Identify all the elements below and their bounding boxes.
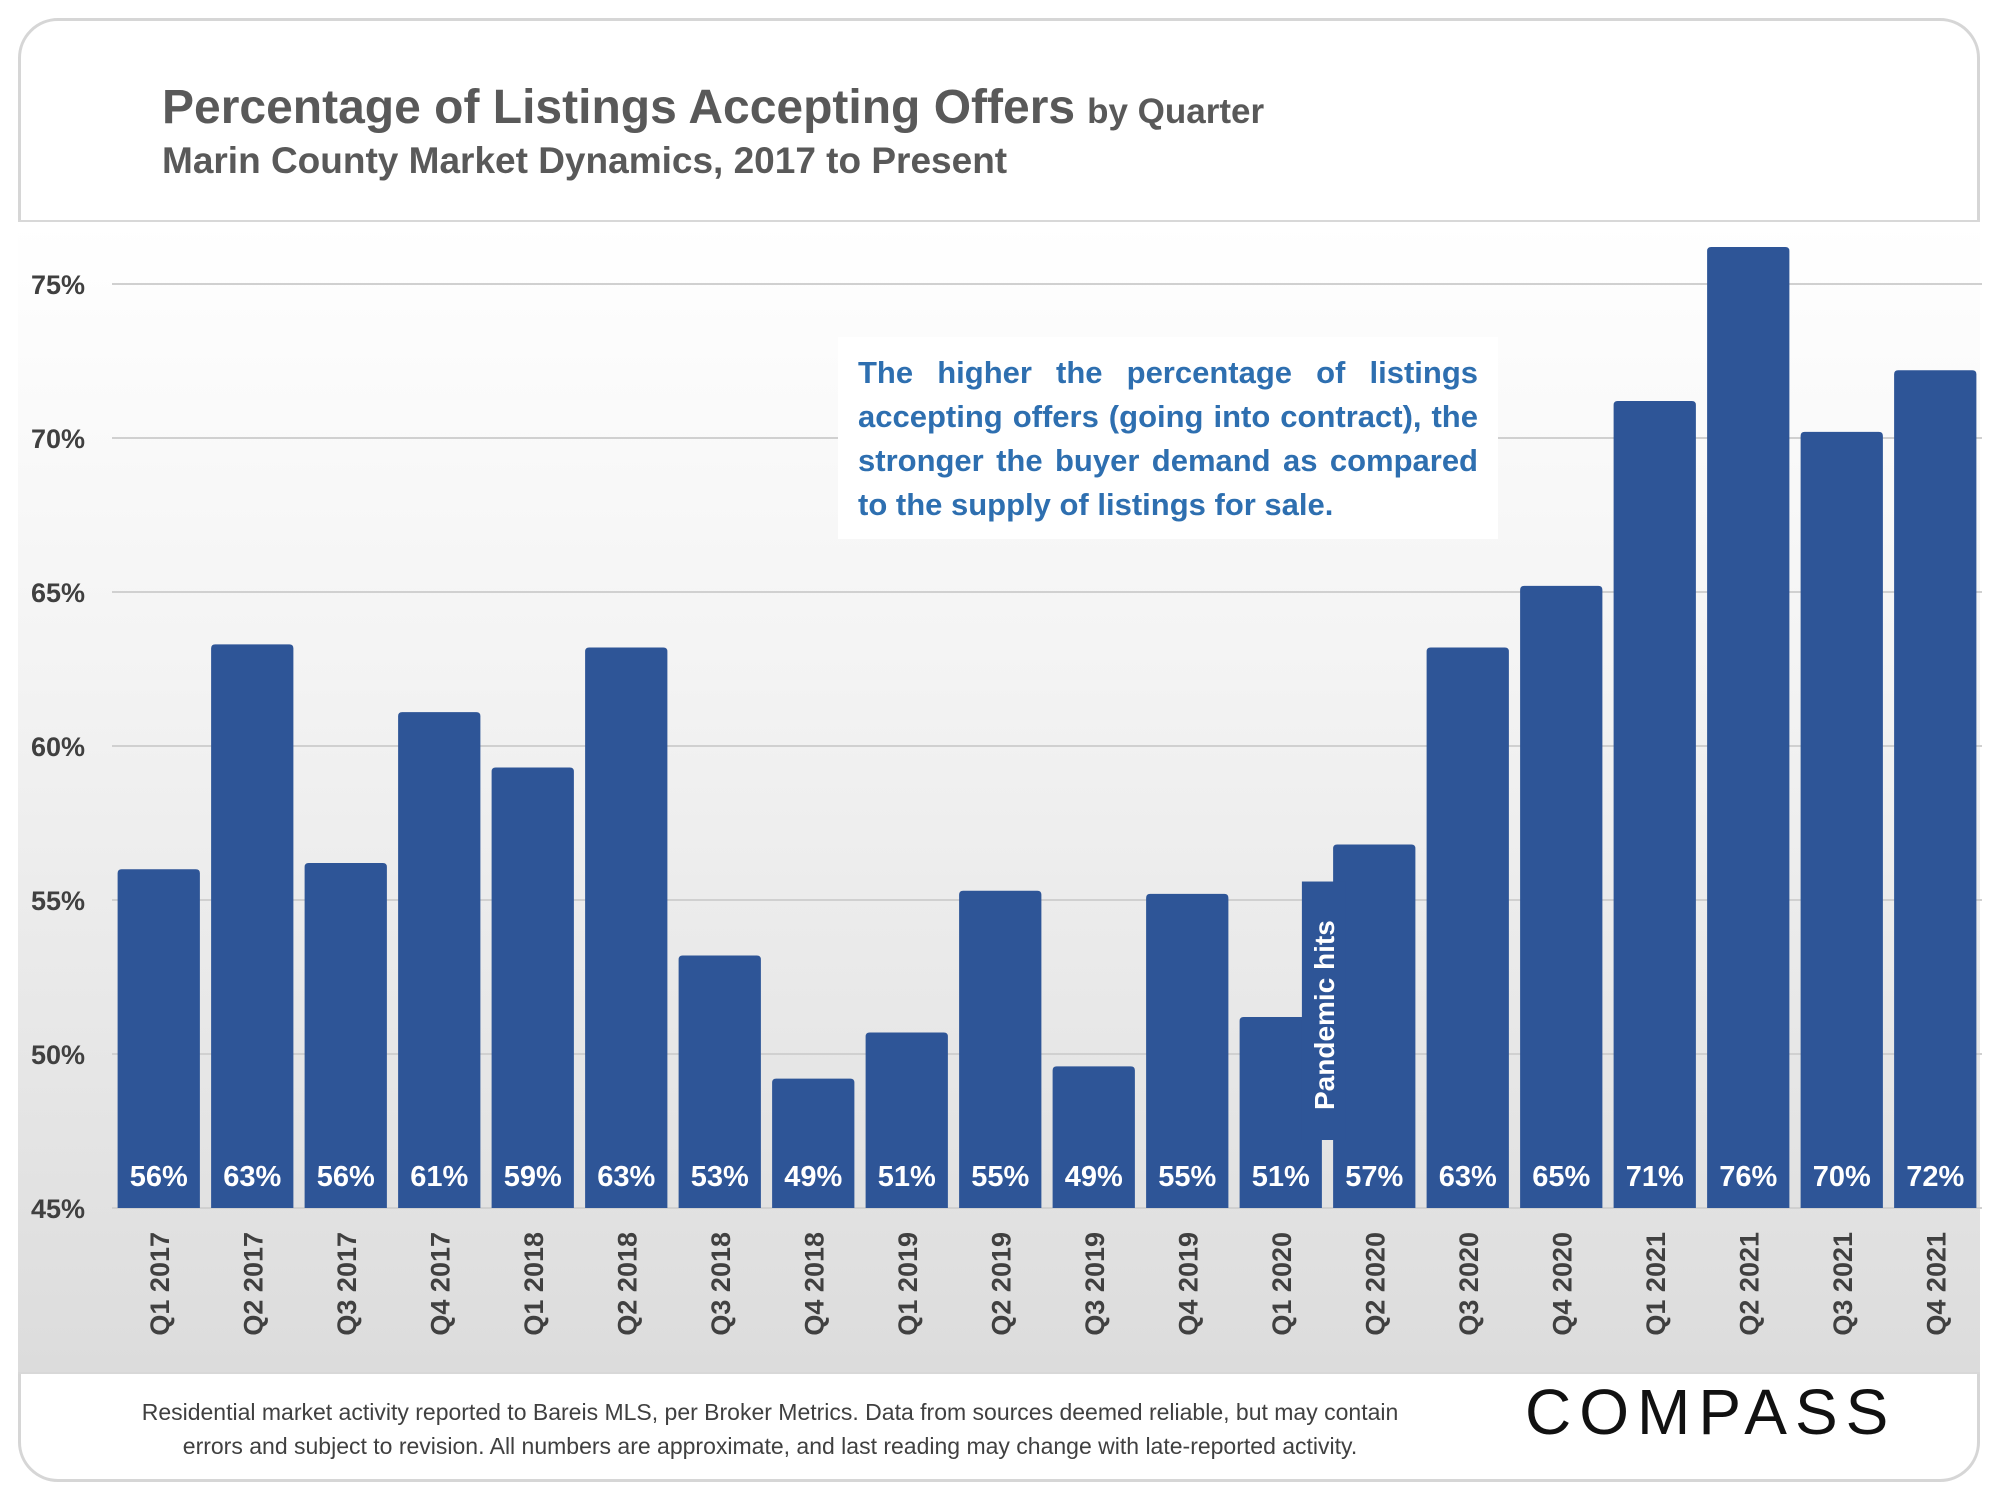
bar (1894, 370, 1977, 1208)
bar-value-label: 63% (1439, 1161, 1497, 1193)
y-tick-label: 60% (31, 732, 85, 762)
bar-value-label: 51% (1252, 1161, 1310, 1193)
bar (772, 1078, 855, 1208)
x-tick-label: Q4 2020 (1547, 1232, 1577, 1336)
bar-value-label: 57% (1345, 1161, 1403, 1193)
chart-title: Percentage of Listings Accepting Offers b… (162, 80, 1264, 135)
annotation-note: The higher the percentage of listings ac… (838, 337, 1498, 539)
x-tick-label: Q3 2020 (1454, 1232, 1484, 1336)
bar (398, 712, 481, 1208)
bar (1426, 647, 1509, 1208)
bar-value-label: 53% (691, 1161, 749, 1193)
footer-line-2: errors and subject to revision. All numb… (182, 1433, 1358, 1459)
bar (1239, 1017, 1322, 1208)
bar (1613, 401, 1696, 1208)
x-tick-label: Q4 2018 (799, 1232, 829, 1336)
y-tick-label: 75% (31, 270, 85, 300)
bar-value-label: 59% (504, 1161, 562, 1193)
bar-value-label: 56% (130, 1161, 188, 1193)
x-tick-label: Q1 2018 (519, 1232, 549, 1336)
x-tick-label: Q1 2020 (1267, 1232, 1297, 1336)
chart-title-main: Percentage of Listings Accepting Offers (162, 81, 1076, 134)
bar-value-label: 71% (1626, 1161, 1684, 1193)
bar-value-label: 61% (410, 1161, 468, 1193)
pandemic-marker (1301, 881, 1346, 1140)
bar (1333, 844, 1416, 1208)
y-tick-label: 50% (31, 1040, 85, 1070)
bar-value-label: 72% (1906, 1161, 1964, 1193)
bar (117, 869, 200, 1208)
bar-value-label: 70% (1813, 1161, 1871, 1193)
x-tick-label: Q4 2019 (1173, 1232, 1203, 1336)
bar (585, 647, 668, 1208)
x-tick-label: Q2 2019 (986, 1232, 1016, 1336)
bar-value-label: 55% (971, 1161, 1029, 1193)
bar (1707, 247, 1790, 1209)
chart-subtitle: Marin County Market Dynamics, 2017 to Pr… (162, 140, 1008, 181)
x-tick-label: Q1 2021 (1641, 1232, 1671, 1336)
x-tick-label: Q4 2017 (425, 1232, 455, 1336)
bar-value-label: 76% (1719, 1161, 1777, 1193)
bar (959, 890, 1042, 1208)
bar-value-label: 49% (1065, 1161, 1123, 1193)
y-tick-label: 45% (31, 1194, 85, 1224)
x-tick-label: Q4 2021 (1921, 1232, 1951, 1336)
x-tick-label: Q2 2017 (238, 1232, 268, 1336)
bar (304, 863, 387, 1208)
bar (1520, 585, 1603, 1208)
y-tick-label: 70% (31, 424, 85, 454)
x-tick-label: Q3 2021 (1828, 1232, 1858, 1336)
bar-value-label: 49% (784, 1161, 842, 1193)
bar (1800, 431, 1883, 1209)
x-tick-label: Q2 2018 (612, 1232, 642, 1336)
x-tick-label: Q3 2017 (332, 1232, 362, 1336)
compass-logo: COMPASS (1525, 1376, 1897, 1448)
footer-line-1: Residential market activity reported to … (141, 1399, 1399, 1425)
bar (865, 1032, 948, 1208)
bar-value-label: 56% (317, 1161, 375, 1193)
bar (678, 955, 761, 1208)
x-tick-label: Q1 2019 (893, 1232, 923, 1336)
bar (1052, 1066, 1135, 1208)
chart-title-suffix: by Quarter (1087, 92, 1265, 131)
bar-value-label: 65% (1532, 1161, 1590, 1193)
bar-value-label: 55% (1158, 1161, 1216, 1193)
bar-value-label: 63% (223, 1161, 281, 1193)
footer-disclaimer: Residential market activity reported to … (30, 1395, 1510, 1463)
bar (211, 644, 294, 1208)
y-tick-label: 65% (31, 578, 85, 608)
x-tick-label: Q1 2017 (145, 1232, 175, 1336)
x-tick-label: Q3 2018 (706, 1232, 736, 1336)
y-tick-label: 55% (31, 886, 85, 916)
pandemic-label: Pandemic hits (1309, 920, 1340, 1110)
bar-value-label: 63% (597, 1161, 655, 1193)
x-tick-label: Q3 2019 (1080, 1232, 1110, 1336)
x-tick-label: Q2 2020 (1360, 1232, 1390, 1336)
bar (491, 767, 574, 1208)
bar (1146, 893, 1229, 1208)
bar-value-label: 51% (878, 1161, 936, 1193)
x-tick-label: Q2 2021 (1734, 1232, 1764, 1336)
